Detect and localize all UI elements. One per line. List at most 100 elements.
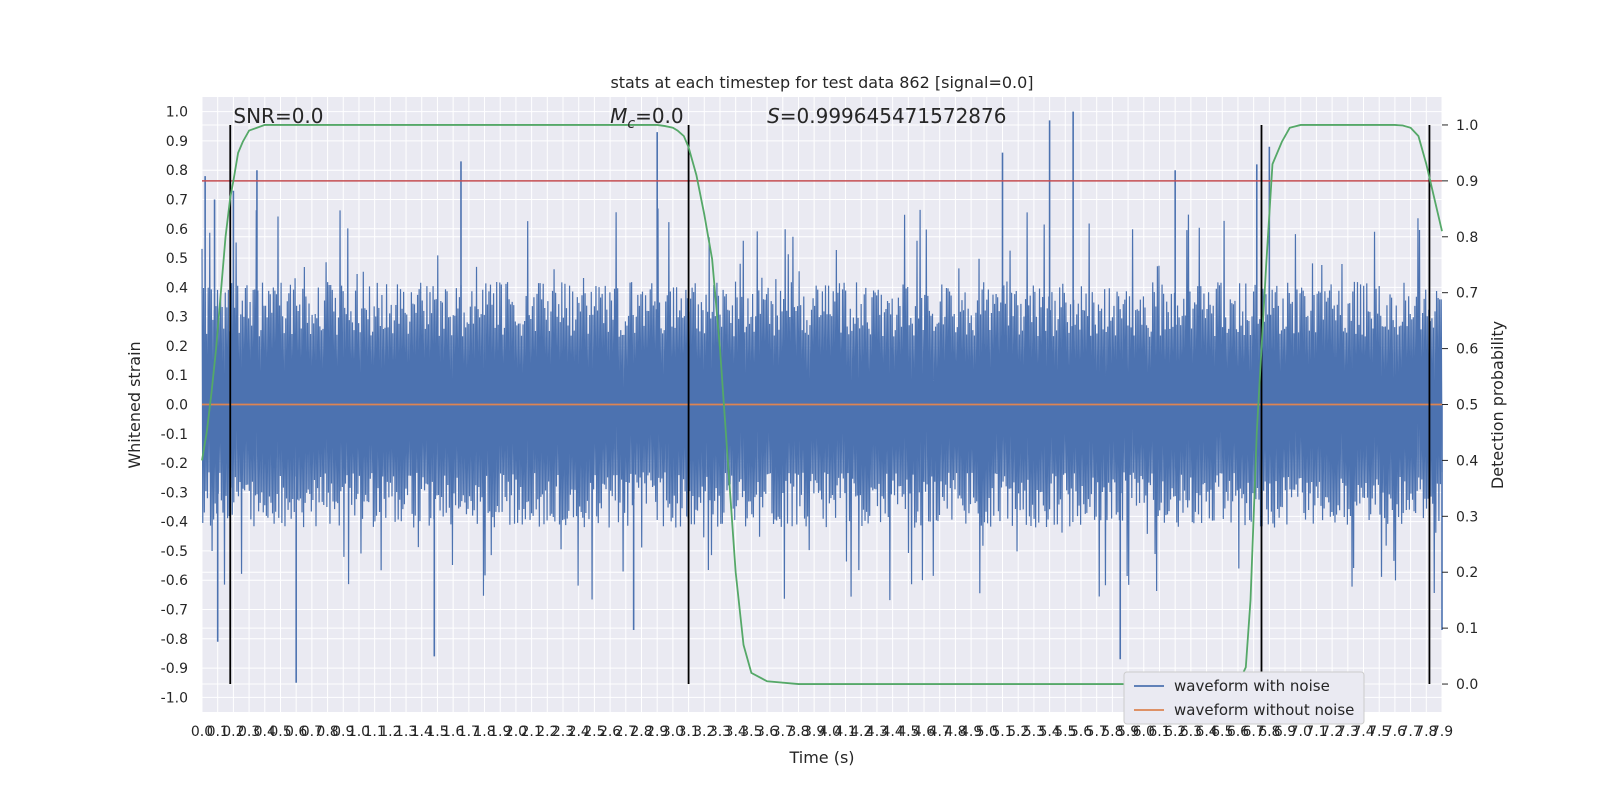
x-tick-label: 4.4 xyxy=(882,724,904,740)
x-tick-label: 7.2 xyxy=(1321,724,1343,740)
chart-title: stats at each timestep for test data 862… xyxy=(610,73,1033,92)
y-tick-label: 0.4 xyxy=(166,280,188,296)
x-tick-label: 4.9 xyxy=(960,724,982,740)
x-tick-label: 7.5 xyxy=(1368,724,1390,740)
x-tick-label: 1.6 xyxy=(442,724,464,740)
x-tick-label: 7.3 xyxy=(1337,724,1359,740)
x-tick-label: 1.0 xyxy=(348,724,370,740)
x-tick-label: 3.1 xyxy=(677,724,699,740)
y-tick-label: -0.9 xyxy=(161,661,188,677)
y2-tick-label: 0.3 xyxy=(1456,509,1478,525)
y-axis-label: Whitened strain xyxy=(125,341,144,468)
y2-axis-label: Detection probability xyxy=(1488,321,1507,489)
x-tick-label: 6.2 xyxy=(1164,724,1186,740)
x-tick-label: 2.3 xyxy=(552,724,574,740)
legend: waveform with noise waveform without noi… xyxy=(1123,671,1365,725)
x-tick-label: 7.7 xyxy=(1399,724,1421,740)
x-tick-label: 2.6 xyxy=(599,724,621,740)
x-tick-label: 1.8 xyxy=(473,724,495,740)
x-tick-label: 2.9 xyxy=(646,724,668,740)
y-tick-label: -0.4 xyxy=(161,515,188,531)
x-tick-label: 0.5 xyxy=(269,724,291,740)
chart-overlays xyxy=(201,124,1443,685)
x-tick-label: 1.3 xyxy=(395,724,417,740)
y-tick-label: 0.9 xyxy=(166,134,188,150)
y-tick-label: -0.7 xyxy=(161,603,188,619)
y-tick-label: -0.1 xyxy=(161,427,188,443)
y-tick-label: -0.6 xyxy=(161,573,188,589)
x-tick-label: 2.1 xyxy=(520,724,542,740)
x-tick-label: 1.2 xyxy=(379,724,401,740)
y-tick-label: 0.6 xyxy=(166,222,188,238)
x-tick-label: 3.9 xyxy=(803,724,825,740)
x-tick-label: 3.6 xyxy=(756,724,778,740)
x-tick-label: 7.6 xyxy=(1384,724,1406,740)
x-tick-label: 0.6 xyxy=(285,724,307,740)
y-tick-label: 0.8 xyxy=(166,163,188,179)
x-tick-label: 5.1 xyxy=(991,724,1013,740)
y2-tick-label: 0.7 xyxy=(1456,286,1478,302)
x-tick-label: 4.6 xyxy=(913,724,935,740)
x-tick-label: 5.8 xyxy=(1101,724,1123,740)
y-tick-label: 0.0 xyxy=(166,398,188,414)
x-tick-label: 4.2 xyxy=(850,724,872,740)
x-tick-label: 1.9 xyxy=(489,724,511,740)
y2-tick-label: 0.9 xyxy=(1456,174,1478,190)
x-tick-labels: 0.00.10.20.30.40.50.60.70.80.91.01.11.21… xyxy=(191,724,1453,740)
x-tick-label: 5.9 xyxy=(1117,724,1139,740)
x-tick-label: 0.7 xyxy=(301,724,323,740)
annotation-2: S=0.999645471572876 xyxy=(767,104,1006,128)
x-tick-label: 5.3 xyxy=(1023,724,1045,740)
y-tick-label: 0.2 xyxy=(166,339,188,355)
y2-tick-label: 1.0 xyxy=(1456,118,1478,134)
y-tick-labels: 1.0 0.9 0.8 0.7 0.6 0.5 0.4 0.3 0.2 0.1 0.0 -0.1 -0.… xyxy=(161,105,188,707)
x-tick-label: 0.1 xyxy=(207,724,229,740)
y2-tick-label: 0.4 xyxy=(1456,453,1478,469)
x-tick-label: 7.9 xyxy=(1431,724,1453,740)
y2-tick-labels: 1.0 0.9 0.8 0.7 0.6 0.5 0.4 0.3 0.2 0.1 0.0 xyxy=(1442,118,1478,693)
x-tick-label: 7.4 xyxy=(1352,724,1374,740)
x-tick-label: 3.5 xyxy=(740,724,762,740)
y-tick-label: -0.5 xyxy=(161,544,188,560)
x-tick-label: 6.7 xyxy=(1243,724,1265,740)
x-tick-label: 2.5 xyxy=(583,724,605,740)
x-tick-label: 6.4 xyxy=(1195,724,1217,740)
legend-label-noise: waveform with noise xyxy=(1174,677,1330,695)
x-tick-label: 4.0 xyxy=(819,724,841,740)
x-tick-label: 3.4 xyxy=(725,724,747,740)
y-tick-label: -1.0 xyxy=(161,690,188,706)
y2-tick-label: 0.6 xyxy=(1456,342,1478,358)
x-tick-label: 1.5 xyxy=(426,724,448,740)
legend-box xyxy=(1123,671,1365,725)
x-tick-label: 5.7 xyxy=(1086,724,1108,740)
y-tick-label: 0.1 xyxy=(166,368,188,384)
x-tick-label: 6.9 xyxy=(1274,724,1296,740)
x-tick-label: 0.3 xyxy=(238,724,260,740)
x-tick-label: 0.8 xyxy=(316,724,338,740)
x-tick-label: 6.0 xyxy=(1133,724,1155,740)
x-tick-label: 3.2 xyxy=(693,724,715,740)
x-tick-label: 6.6 xyxy=(1227,724,1249,740)
y-tick-label: 1.0 xyxy=(166,105,188,121)
series-detection-probability xyxy=(201,124,1443,685)
annotation-1: Mc=0.0 xyxy=(610,104,684,132)
x-tick-label: 4.5 xyxy=(897,724,919,740)
x-tick-label: 0.0 xyxy=(191,724,213,740)
x-tick-label: 7.8 xyxy=(1415,724,1437,740)
y-tick-label: 0.7 xyxy=(166,193,188,209)
y-tick-label: -0.3 xyxy=(161,485,188,501)
x-tick-label: 4.7 xyxy=(929,724,951,740)
x-tick-label: 5.0 xyxy=(976,724,998,740)
x-tick-label: 1.4 xyxy=(411,724,433,740)
x-tick-label: 5.4 xyxy=(1038,724,1060,740)
x-tick-label: 0.9 xyxy=(332,724,354,740)
legend-label-clean: waveform without noise xyxy=(1174,701,1354,719)
y-tick-label: 0.5 xyxy=(166,251,188,267)
x-tick-label: 3.8 xyxy=(787,724,809,740)
x-tick-label: 7.0 xyxy=(1290,724,1312,740)
x-tick-label: 4.1 xyxy=(834,724,856,740)
x-tick-label: 4.3 xyxy=(866,724,888,740)
x-tick-label: 3.0 xyxy=(662,724,684,740)
x-tick-label: 0.2 xyxy=(222,724,244,740)
